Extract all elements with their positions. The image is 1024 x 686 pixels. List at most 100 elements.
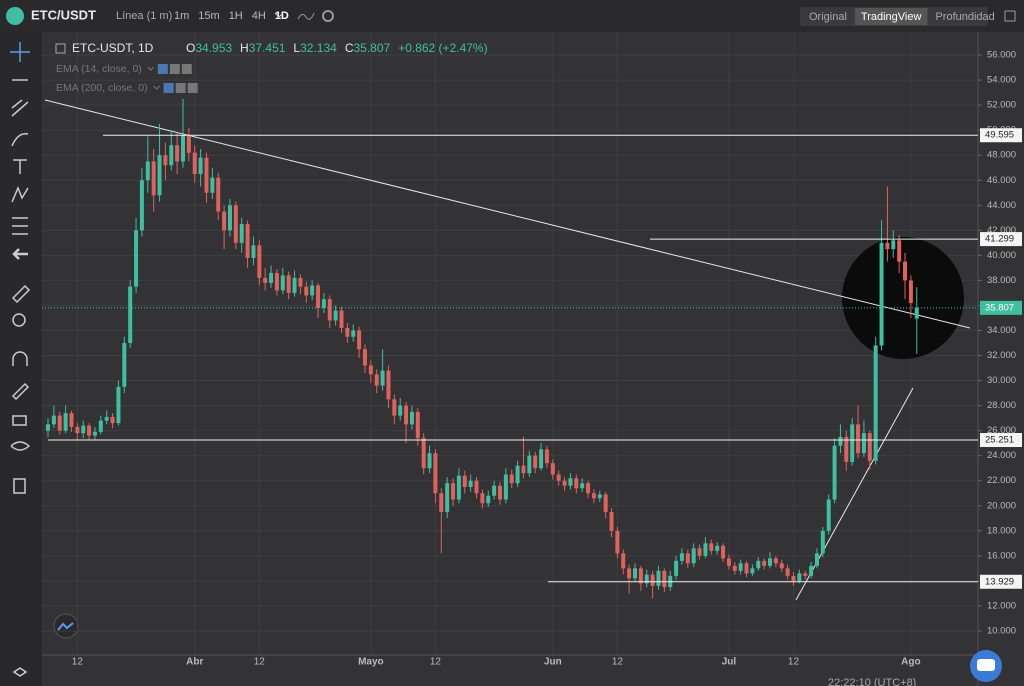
candle-body: [339, 310, 344, 328]
y-tick-label: 12.000: [987, 600, 1016, 611]
chart-style[interactable]: Línea (1 m): [116, 10, 172, 22]
ruler-tool[interactable]: [11, 284, 31, 304]
candle-body: [785, 568, 790, 576]
candle-body: [151, 161, 156, 196]
trash-tool[interactable]: [13, 478, 26, 494]
candle-body: [603, 494, 608, 513]
x-tick-label: Ago: [901, 657, 920, 668]
candle-body: [903, 261, 908, 281]
trend-line: [44, 99, 971, 329]
candle-body: [521, 465, 526, 474]
fullscreen-icon[interactable]: [1004, 10, 1016, 22]
interval[interactable]: 1D: [275, 10, 289, 22]
views: Original TradingView Profundidad: [800, 7, 995, 26]
candle-body: [128, 286, 133, 343]
indicator-button[interactable]: [181, 64, 192, 74]
candle-body: [181, 135, 186, 162]
left-toolbar: [0, 32, 42, 686]
eye-tool[interactable]: [10, 441, 31, 451]
candle-body: [873, 345, 878, 461]
candle-body: [908, 280, 913, 303]
candle-body: [63, 413, 68, 431]
candle-body: [838, 436, 843, 446]
indicator: EMA (14, close, 0): [56, 63, 142, 75]
candle-body: [398, 405, 403, 416]
y-tick-label: 10.000: [987, 625, 1016, 636]
ohlc-key: H: [240, 41, 249, 55]
candle-body: [867, 433, 872, 461]
candle-body: [198, 157, 203, 174]
candle-body: [721, 545, 726, 559]
candle-body: [709, 543, 714, 551]
candle-body: [544, 449, 549, 464]
candle-body: [251, 245, 256, 258]
indicator-icon[interactable]: [297, 12, 315, 20]
candle-body: [691, 548, 696, 564]
magnet-tool[interactable]: [12, 351, 28, 366]
plot-area: [42, 32, 978, 655]
candle-body: [732, 565, 737, 571]
candle-body: [269, 272, 274, 283]
dropdown-icon[interactable]: [147, 66, 155, 71]
ohlc-value: 34.953: [195, 41, 232, 55]
candle-body: [633, 568, 637, 579]
y-tick-label: 56.000: [987, 50, 1016, 61]
clock: 22:22:10 (UTC+8): [828, 677, 916, 686]
candle-body: [81, 425, 86, 434]
candle-body: [879, 242, 884, 346]
candle-body: [134, 230, 139, 287]
lock-tool[interactable]: [12, 415, 27, 426]
candle-body: [445, 483, 450, 513]
crosshair-tool[interactable]: [10, 42, 30, 62]
candle-body: [298, 277, 303, 287]
interval[interactable]: 4H: [252, 10, 266, 22]
dropdown-icon[interactable]: [153, 85, 160, 90]
candle-body: [274, 272, 279, 291]
candle-body: [374, 374, 379, 386]
pair[interactable]: ETC/USDT: [31, 7, 96, 22]
candle-body: [380, 370, 385, 386]
text-tool[interactable]: [13, 159, 27, 174]
interval[interactable]: 1H: [229, 10, 243, 22]
fib-tool[interactable]: [12, 217, 28, 235]
y-tick-label: 40.000: [987, 250, 1016, 261]
indicator-button[interactable]: [169, 64, 180, 74]
y-tick-label: 52.000: [987, 100, 1016, 111]
brush-tool[interactable]: [11, 133, 29, 147]
back-tool[interactable]: [12, 248, 28, 260]
candle-body: [697, 548, 702, 556]
level-label: 41.299: [985, 234, 1014, 245]
candle-body: [609, 512, 614, 531]
last-price-label: 35.807: [985, 302, 1014, 313]
candle-body: [662, 570, 667, 588]
view-tab[interactable]: Profundidad: [935, 11, 994, 23]
draw-lock-tool[interactable]: [11, 382, 30, 401]
indicator-button[interactable]: [187, 83, 198, 93]
view-tab[interactable]: Original: [809, 11, 847, 23]
candle-body: [357, 330, 362, 350]
candle-body: [216, 177, 221, 212]
candle-body: [69, 413, 74, 427]
settings-icon[interactable]: [322, 10, 334, 22]
candle-body: [533, 455, 538, 469]
layers-icon[interactable]: [12, 667, 28, 677]
candle-body: [509, 474, 514, 484]
zoom-tool[interactable]: [12, 313, 26, 327]
grid: 10.00012.00014.00016.00018.00020.00022.0…: [42, 32, 1016, 668]
collapse-icon[interactable]: [55, 43, 66, 54]
candle-body: [803, 573, 808, 576]
interval[interactable]: 1m: [174, 10, 189, 22]
indicator-button[interactable]: [175, 83, 186, 93]
candle-body: [480, 493, 485, 504]
pattern-tool[interactable]: [11, 186, 29, 203]
candle-body: [539, 449, 544, 469]
indicator-button[interactable]: [163, 83, 174, 93]
symbol: ETC-USDT, 1D: [72, 41, 154, 55]
dropdown-icon[interactable]: [274, 12, 284, 18]
interval[interactable]: 15m: [198, 10, 219, 22]
indicator-button[interactable]: [157, 64, 168, 74]
trend-tool[interactable]: [11, 99, 29, 117]
candle-body: [439, 493, 444, 513]
view-tab[interactable]: TradingView: [861, 11, 922, 23]
candle-body: [627, 568, 632, 579]
